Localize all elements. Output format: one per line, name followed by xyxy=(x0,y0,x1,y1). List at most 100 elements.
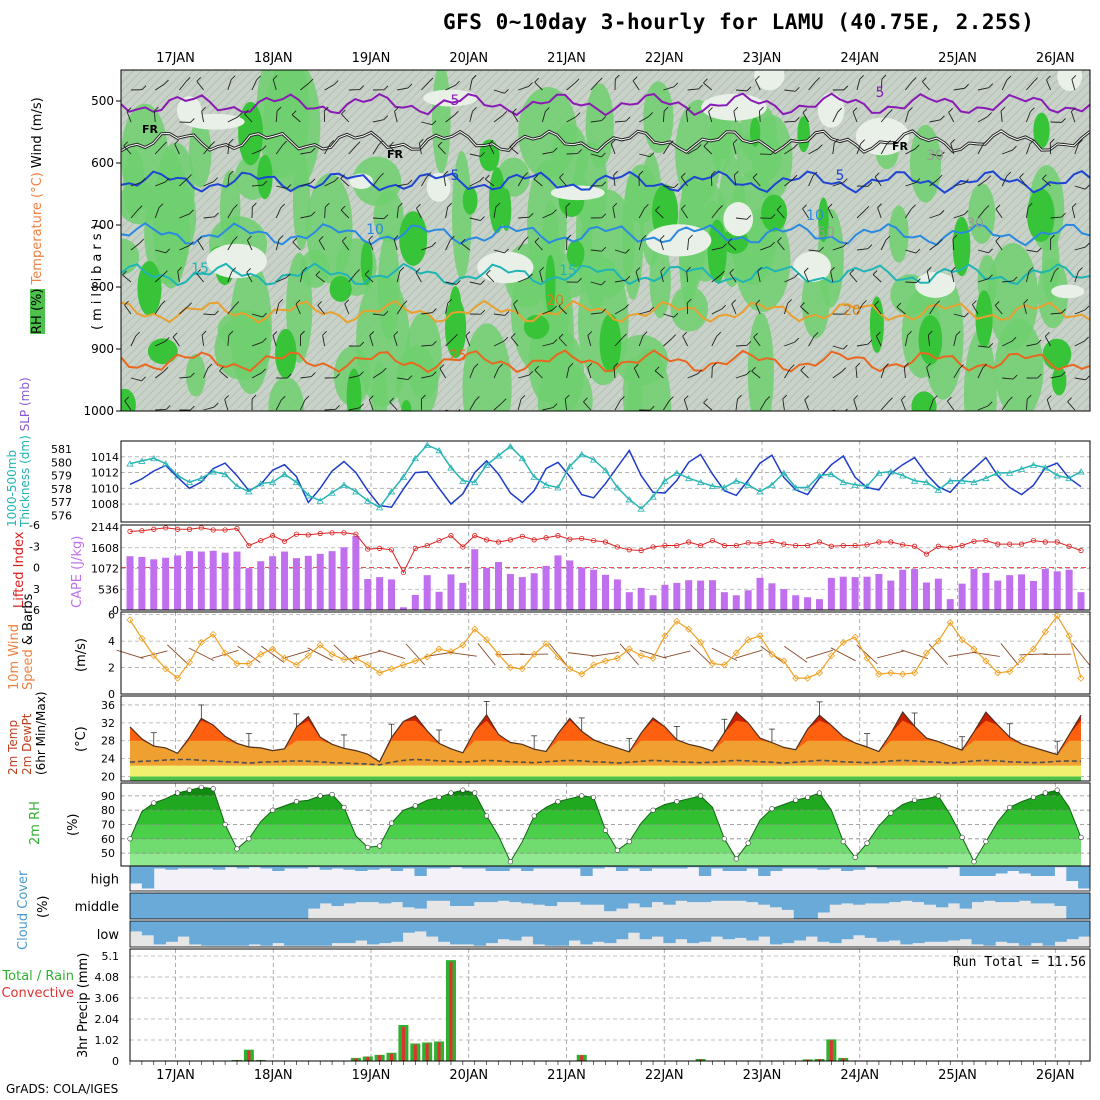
wind-barb-flag xyxy=(698,84,703,90)
wind-barb-flag xyxy=(1000,106,1006,112)
wind-speed-point xyxy=(637,652,645,660)
wind-barb-flag xyxy=(523,236,529,242)
wind-barb-flag xyxy=(342,236,347,242)
wind-barb xyxy=(275,207,282,219)
wind-speed-point xyxy=(233,660,241,668)
cloud-middle-bar xyxy=(651,893,664,903)
cloud-high-bar xyxy=(521,866,534,871)
wind-barb-flag xyxy=(165,248,171,254)
precip-convective-bar xyxy=(366,1056,370,1061)
cape-bar xyxy=(994,580,1002,610)
isotherm-line xyxy=(121,299,1090,324)
rh-region-high xyxy=(1033,112,1050,149)
cloud-middle-bar xyxy=(592,893,605,905)
wind-barb-flag xyxy=(802,108,808,113)
cape-bar xyxy=(697,580,705,610)
wind-barb-flag xyxy=(280,203,286,209)
wind10m-barb xyxy=(378,649,406,659)
wind-barb-flag xyxy=(1085,184,1090,190)
wind-barb xyxy=(324,144,331,155)
contour-label: FR xyxy=(387,148,404,161)
lifted-index-point xyxy=(163,525,169,531)
wind-barb xyxy=(680,176,688,187)
wind-barb-flag xyxy=(1023,299,1029,304)
cape-bar xyxy=(566,560,574,610)
wind-barb-flag xyxy=(757,266,763,272)
wind-barb-flag xyxy=(794,337,800,343)
rh-region xyxy=(371,361,388,411)
lifted-index-point xyxy=(935,543,941,549)
wind-speed-point xyxy=(1053,612,1061,620)
wind-barb xyxy=(635,271,640,283)
cape-tick-label: 1608 xyxy=(91,542,119,555)
wind-barb-flag xyxy=(620,396,625,401)
wind-barb xyxy=(348,273,357,283)
wind-barb xyxy=(397,183,409,187)
wind-barb xyxy=(203,313,215,316)
thickness-point xyxy=(744,481,752,488)
cloud-high-bar xyxy=(402,866,415,869)
dry-region xyxy=(1051,284,1085,299)
wind-barb-flag xyxy=(1011,336,1017,342)
wind-barb xyxy=(179,81,187,91)
cloud-middle-bar xyxy=(698,893,712,903)
wind-barb-flag xyxy=(475,396,480,401)
rh-region xyxy=(675,99,722,207)
wind-speed-point xyxy=(744,636,752,644)
wind-barb xyxy=(808,249,820,252)
wind-barb-flag xyxy=(830,266,835,272)
wind-barb-flag xyxy=(393,331,399,336)
rh-point xyxy=(674,799,680,805)
isotherm-line xyxy=(121,92,1090,117)
cloud-middle-bar xyxy=(165,893,178,919)
wind-barb-flag xyxy=(219,366,224,372)
rh-point xyxy=(377,843,383,849)
wind-barb xyxy=(393,239,398,251)
wind-barb-flag xyxy=(601,280,606,286)
wind-barb xyxy=(276,185,287,190)
cloud-low-bar xyxy=(888,921,901,941)
wind-speed-point xyxy=(173,674,182,682)
wind-barb-flag xyxy=(460,238,466,244)
rh-region-high xyxy=(869,296,884,353)
wind-barb-flag xyxy=(189,241,194,246)
wind-barb xyxy=(880,401,889,411)
cloud-middle-bar xyxy=(841,893,854,904)
cloud-low-bar xyxy=(224,921,238,946)
wind-barb xyxy=(122,274,132,283)
rh-region-high xyxy=(329,275,352,302)
rh-point xyxy=(317,793,323,799)
wind-barb-flag xyxy=(864,206,870,211)
wind-barb-flag xyxy=(187,302,193,308)
wind-barb xyxy=(904,335,909,347)
wind-barb xyxy=(275,399,282,411)
cloud-middle-bar xyxy=(864,893,878,904)
cape-bar xyxy=(340,547,348,610)
wind-barb-flag xyxy=(841,367,847,372)
cape-bar xyxy=(792,595,800,610)
wind-barb xyxy=(394,111,398,123)
wind-barb-flag xyxy=(402,300,408,306)
wind-barb-flag xyxy=(732,139,738,144)
cloud-middle-bar xyxy=(1054,893,1067,906)
wind-barb xyxy=(832,371,843,379)
wind-barb xyxy=(687,373,698,379)
top-date-label: 18JAN xyxy=(254,51,293,66)
precip-convective-bar xyxy=(699,1059,703,1061)
wind-barb xyxy=(493,115,504,123)
wind-barb xyxy=(340,209,350,219)
wind-barb xyxy=(703,82,713,91)
rh-region-high xyxy=(818,197,829,243)
cape-bar xyxy=(613,579,621,610)
wind-barb-flag xyxy=(787,299,792,304)
wind-barb-flag xyxy=(431,371,437,376)
lifted-index-point xyxy=(995,541,1001,547)
cape-bar xyxy=(649,595,657,610)
cape-bar xyxy=(887,580,895,610)
thickness-point xyxy=(946,477,954,484)
cloud-high-bar xyxy=(497,866,510,871)
wind-barb xyxy=(299,399,306,411)
cape-bar xyxy=(661,584,669,610)
wind-barb-flag xyxy=(565,202,571,208)
wind-barb xyxy=(389,145,398,155)
